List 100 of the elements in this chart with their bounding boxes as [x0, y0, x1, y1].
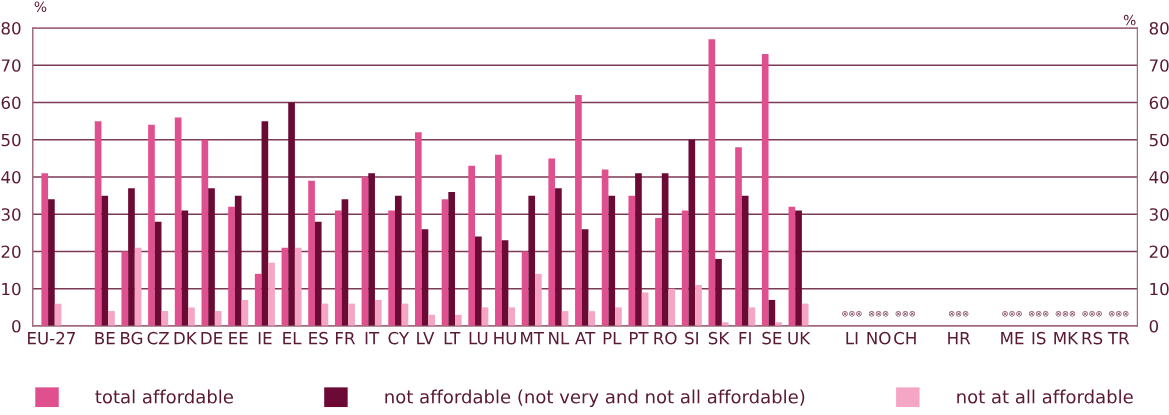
bar — [208, 188, 215, 326]
x-tick-label: RS — [1082, 331, 1103, 345]
bar — [101, 195, 109, 326]
bar — [334, 210, 342, 326]
y2-tick-label: 10 — [1150, 282, 1169, 296]
x-tick-label: SE — [762, 331, 782, 345]
bar — [414, 132, 422, 326]
bar — [188, 307, 195, 326]
x-tick-label: DK — [174, 332, 198, 345]
bar — [94, 121, 102, 326]
x-tick-label: PL — [603, 332, 622, 345]
y2-axis-title: % — [1123, 14, 1136, 26]
bar — [795, 210, 802, 326]
bar — [428, 314, 435, 326]
bar — [455, 314, 462, 326]
y2-tick-label: 20 — [1149, 245, 1169, 259]
bar — [174, 117, 182, 326]
bar — [108, 311, 115, 326]
bar — [761, 54, 769, 326]
bar — [715, 258, 722, 326]
bar — [228, 206, 235, 326]
bar — [495, 154, 502, 326]
y2-tick-label: 80 — [1149, 21, 1169, 35]
bar — [41, 173, 49, 326]
bar — [635, 173, 642, 326]
x-tick-label: PT — [629, 332, 649, 345]
bar — [234, 195, 242, 326]
x-tick-label: DE — [201, 332, 223, 345]
y-tick-label: 70 — [1, 59, 21, 72]
bar — [475, 236, 482, 326]
x-tick-label: LU — [469, 332, 488, 345]
annotation: ⊗⊗⊗ — [948, 311, 969, 317]
x-tick-label: IS — [1032, 331, 1046, 345]
bar — [261, 121, 269, 326]
x-tick-label: CZ — [147, 331, 169, 345]
legend-label: not affordable (not very and not all affordable) — [385, 389, 805, 408]
bar — [48, 199, 55, 326]
x-tick-label: SK — [708, 331, 730, 345]
y2-tick-label: 40 — [1149, 170, 1169, 184]
x-tick-label: FI — [739, 332, 751, 345]
bar — [348, 303, 355, 326]
bar — [394, 195, 402, 326]
legend-label: total affordable — [95, 389, 233, 404]
x-tick-label: LT — [444, 332, 461, 345]
bar — [128, 188, 135, 326]
annotation: ⊗⊗⊗ — [842, 311, 862, 317]
bar — [615, 307, 622, 326]
bar — [468, 165, 476, 326]
y2-tick-label: 30 — [1149, 208, 1169, 221]
y-tick-label: 10 — [2, 282, 21, 296]
bar — [588, 311, 596, 326]
annotation: ⊗⊗⊗ — [1055, 311, 1076, 317]
y2-tick-label: 0 — [1149, 319, 1159, 333]
bar — [628, 195, 636, 326]
bar — [254, 273, 262, 326]
x-tick-label: IT — [365, 332, 380, 345]
y2-tick-label: 50 — [1149, 133, 1169, 147]
annotation: ⊗⊗⊗ — [1109, 311, 1129, 317]
x-tick-label: RO — [654, 331, 677, 345]
bar — [308, 180, 315, 326]
x-tick-label: CH — [894, 331, 916, 345]
x-tick-label: MT — [521, 332, 545, 345]
bar — [548, 158, 556, 326]
bar — [508, 307, 516, 326]
x-tick-label: ES — [309, 331, 328, 345]
y-tick-label: 0 — [12, 319, 21, 333]
x-tick-label: BE — [95, 332, 115, 345]
bar — [741, 195, 749, 326]
bar — [448, 191, 455, 326]
bar — [388, 210, 395, 326]
x-tick-label: AT — [575, 332, 596, 345]
bar — [555, 188, 562, 326]
annotation: ⊗⊗⊗ — [1002, 311, 1022, 317]
bar — [535, 273, 542, 326]
x-tick-label: NL — [549, 332, 570, 345]
bar — [294, 247, 302, 326]
y-tick-label: 40 — [1, 170, 21, 184]
y-tick-label: 20 — [1, 245, 21, 259]
y2-tick-label: 70 — [1149, 59, 1169, 72]
bar — [288, 102, 295, 326]
x-tick-label: CY — [388, 331, 410, 345]
bar — [708, 39, 716, 326]
y-tick-label: 50 — [1, 133, 21, 147]
bar — [314, 221, 322, 326]
y-tick-label: 30 — [1, 208, 21, 221]
annotation: ⊗⊗⊗ — [868, 311, 889, 317]
x-tick-label: FR — [335, 332, 356, 345]
x-tick-label: HU — [494, 332, 516, 345]
x-tick-label: EE — [229, 332, 248, 345]
x-tick-label: IE — [258, 332, 272, 345]
bar — [695, 285, 702, 326]
legend-label: not at all affordable — [957, 389, 1133, 404]
bar — [608, 195, 616, 326]
bar — [148, 124, 155, 326]
x-tick-label: LV — [417, 332, 435, 345]
annotation: ⊗⊗⊗ — [1028, 311, 1049, 317]
bar — [121, 251, 129, 326]
bar — [214, 311, 222, 326]
x-tick-label: EL — [283, 332, 302, 345]
x-tick-label: LI — [846, 332, 858, 345]
